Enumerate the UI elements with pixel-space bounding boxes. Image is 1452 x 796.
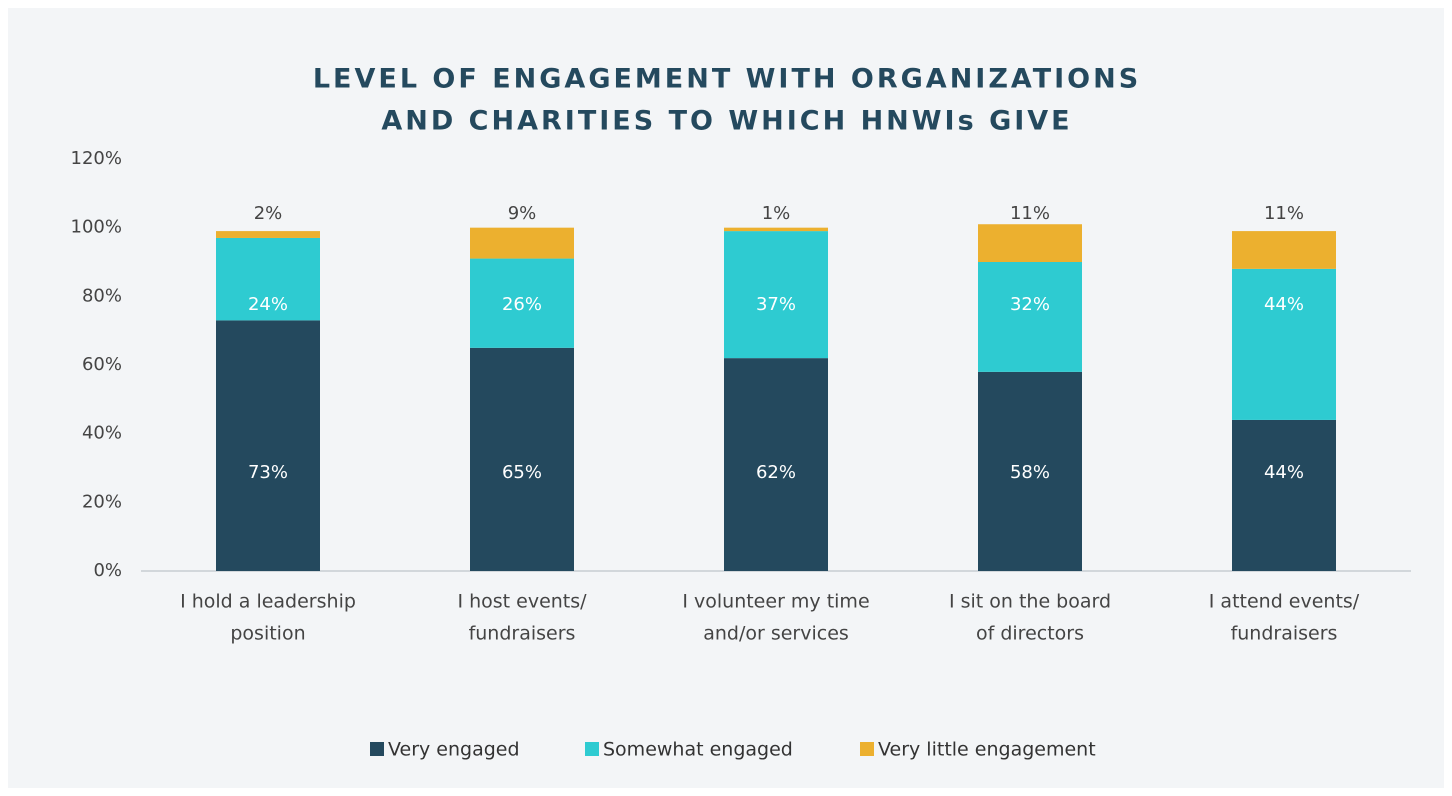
x-tick-label: I volunteer my time	[682, 591, 869, 613]
data-label: 24%	[248, 294, 288, 315]
data-label: 26%	[502, 294, 542, 315]
chart-title: AND CHARITIES TO WHICH HNWIs GIVE	[381, 106, 1072, 137]
chart-title: LEVEL OF ENGAGEMENT WITH ORGANIZATIONS	[313, 64, 1141, 95]
data-label: 73%	[248, 462, 288, 483]
x-tick-label: fundraisers	[469, 623, 576, 645]
bar-segment	[216, 320, 320, 571]
bar-segment	[216, 237, 320, 321]
y-tick-label: 100%	[71, 217, 122, 238]
bar-segment	[1232, 419, 1336, 571]
x-tick-label: I host events/	[457, 591, 587, 613]
x-tick-label: I hold a leadership	[180, 591, 356, 613]
data-label: 11%	[1010, 203, 1050, 224]
legend-label: Very engaged	[388, 739, 520, 761]
x-tick-label: position	[230, 623, 305, 645]
data-label: 65%	[502, 462, 542, 483]
y-tick-label: 20%	[82, 491, 122, 512]
data-label: 58%	[1010, 462, 1050, 483]
x-tick-label: of directors	[976, 623, 1084, 645]
bar-segment	[216, 231, 320, 238]
y-tick-label: 80%	[82, 285, 122, 306]
bar-segment	[978, 262, 1082, 372]
data-label: 9%	[508, 203, 537, 224]
legend-swatch	[585, 742, 599, 756]
bar-segment	[1232, 231, 1336, 269]
bar-segment	[978, 371, 1082, 571]
x-tick-label: fundraisers	[1231, 623, 1338, 645]
bar-segment	[470, 227, 574, 259]
bar-segment	[724, 358, 828, 571]
legend-label: Very little engagement	[878, 739, 1096, 761]
y-tick-label: 120%	[71, 148, 122, 169]
y-tick-label: 0%	[93, 560, 122, 581]
bar-segment	[724, 231, 828, 359]
legend-label: Somewhat engaged	[603, 739, 793, 761]
x-tick-label: and/or services	[703, 623, 849, 645]
x-tick-label: I sit on the board	[949, 591, 1111, 613]
x-tick-label: I attend events/	[1209, 591, 1360, 613]
bar-segment	[978, 224, 1082, 262]
bar-segment	[1232, 268, 1336, 420]
bar-segment	[724, 227, 828, 232]
bar-segment	[470, 258, 574, 348]
y-tick-label: 60%	[82, 354, 122, 375]
legend-swatch	[370, 742, 384, 756]
legend-swatch	[860, 742, 874, 756]
data-label: 62%	[756, 462, 796, 483]
data-label: 32%	[1010, 294, 1050, 315]
data-label: 11%	[1264, 203, 1304, 224]
y-tick-label: 40%	[82, 423, 122, 444]
data-label: 2%	[254, 203, 283, 224]
data-label: 44%	[1264, 294, 1304, 315]
data-label: 1%	[762, 203, 791, 224]
bar-segment	[470, 347, 574, 571]
data-label: 37%	[756, 294, 796, 315]
data-label: 44%	[1264, 462, 1304, 483]
